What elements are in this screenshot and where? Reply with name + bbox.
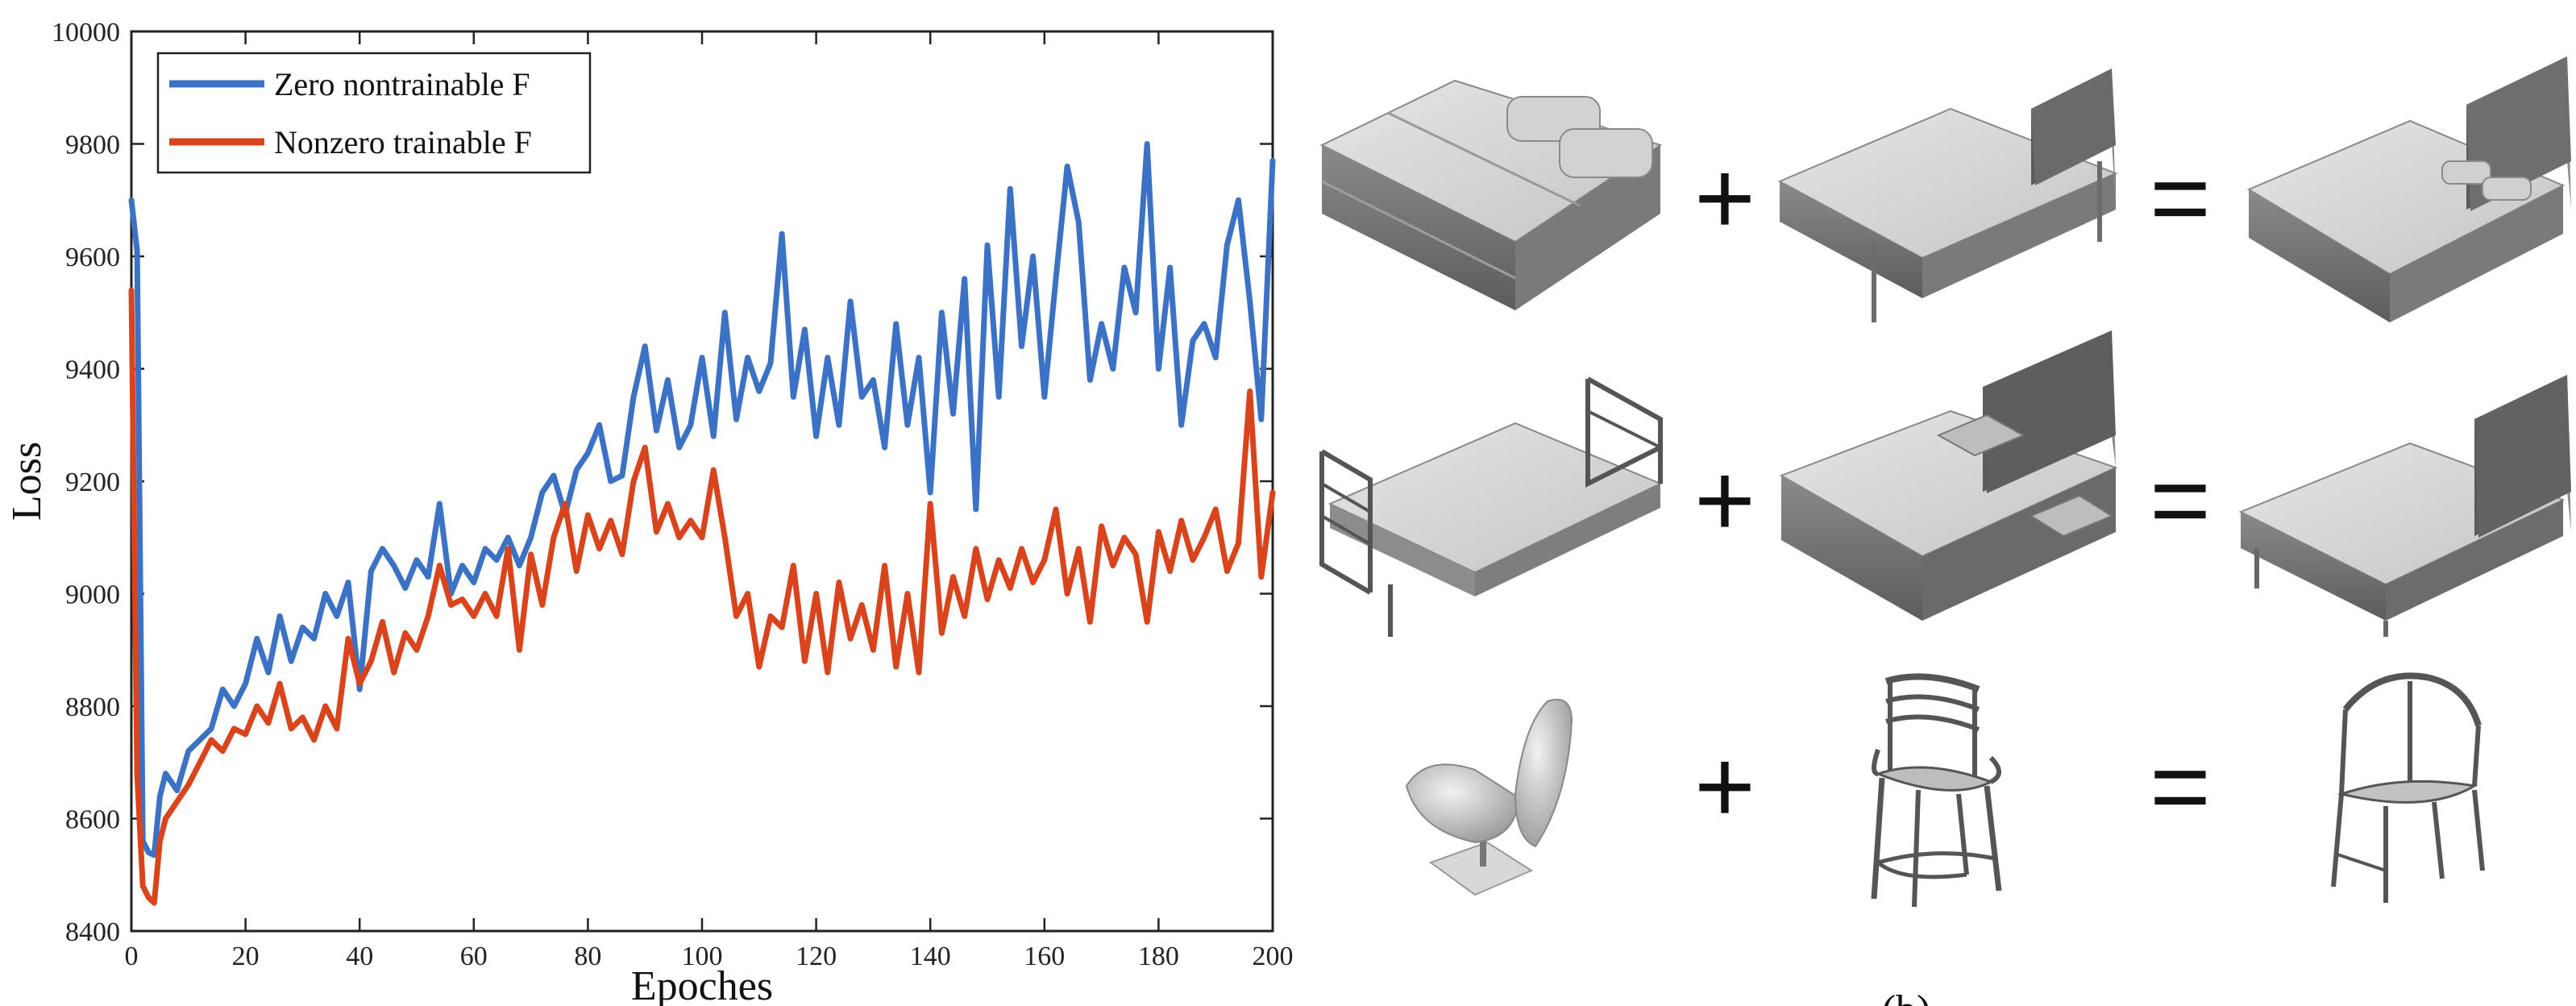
equals-sign-row-1: = — [2150, 139, 2211, 256]
y-tick-label: 8600 — [65, 805, 120, 835]
x-tick-label: 0 — [125, 942, 139, 971]
y-tick-label: 8800 — [65, 692, 120, 722]
y-tick-label: 9000 — [65, 580, 120, 610]
row-3-operand-a-lounge-chair — [1405, 698, 1573, 896]
row-2-operand-a-bed-with-metal-frame — [1319, 376, 1663, 637]
y-tick-label: 9400 — [65, 355, 120, 385]
legend-label-zero-nontrainable: Zero nontrainable F — [274, 66, 530, 102]
y-axis: 8400 8600 8800 9000 9200 9400 9600 9800 10000 — [52, 18, 1273, 947]
row-1-operand-a-bed-with-pillows — [1319, 79, 1663, 310]
plot-area-frame — [130, 30, 1274, 933]
shape-composition-panel: + = — [1319, 56, 2571, 1006]
row-1-result-combined-bed — [2246, 56, 2571, 322]
plus-sign-row-2: + — [1694, 441, 1755, 559]
x-tick-label: 140 — [910, 942, 951, 971]
x-tick-label: 200 — [1253, 942, 1294, 971]
x-tick-label: 100 — [682, 942, 723, 971]
series-layer — [128, 141, 1276, 906]
x-tick-label: 180 — [1138, 942, 1179, 971]
y-tick-label: 10000 — [52, 18, 120, 48]
chart-legend: Zero nontrainable F Nonzero trainable F — [156, 52, 592, 174]
x-tick-label: 60 — [460, 942, 488, 971]
y-axis-title: Loss — [4, 442, 50, 521]
x-tick-label: 40 — [346, 942, 373, 971]
x-tick-label: 160 — [1024, 942, 1065, 971]
row-3-operand-b-bar-stool-chair — [1871, 673, 2002, 908]
equals-sign-row-2: = — [2150, 441, 2211, 559]
row-3-result-wishbone-chair — [2331, 672, 2485, 903]
row-1-operand-b-bed-with-headboard — [1777, 69, 2118, 322]
legend-box — [156, 52, 592, 174]
plus-sign-row-1: + — [1694, 139, 1755, 256]
legend-label-nonzero-trainable: Nonzero trainable F — [274, 124, 532, 160]
x-axis-title: Epoches — [631, 963, 773, 1006]
x-tick-label: 80 — [574, 942, 601, 971]
y-tick-label: 8400 — [65, 917, 120, 947]
series-line-zero-nontrainable — [128, 141, 1276, 858]
series-line-nonzero-trainable — [128, 287, 1276, 906]
panel-label-b: (b) — [1882, 987, 1931, 1006]
x-axis: 0 20 40 60 80 100 120 140 160 180 200 — [125, 31, 1294, 971]
plus-sign-row-3: + — [1694, 727, 1755, 845]
x-tick-label: 120 — [796, 942, 837, 971]
y-tick-label: 9600 — [65, 243, 120, 272]
y-tick-label: 9200 — [65, 468, 120, 497]
row-2-result-combined-bed — [2238, 375, 2571, 637]
loss-line-chart: 8400 8600 8800 9000 9200 9400 9600 9800 10000 0 2… — [4, 18, 1294, 1006]
x-tick-label: 20 — [232, 942, 260, 971]
y-tick-label: 9800 — [65, 131, 120, 160]
row-2-operand-b-bed-with-headboard-and-blocks — [1779, 330, 2118, 621]
equals-sign-row-3: = — [2150, 727, 2211, 845]
